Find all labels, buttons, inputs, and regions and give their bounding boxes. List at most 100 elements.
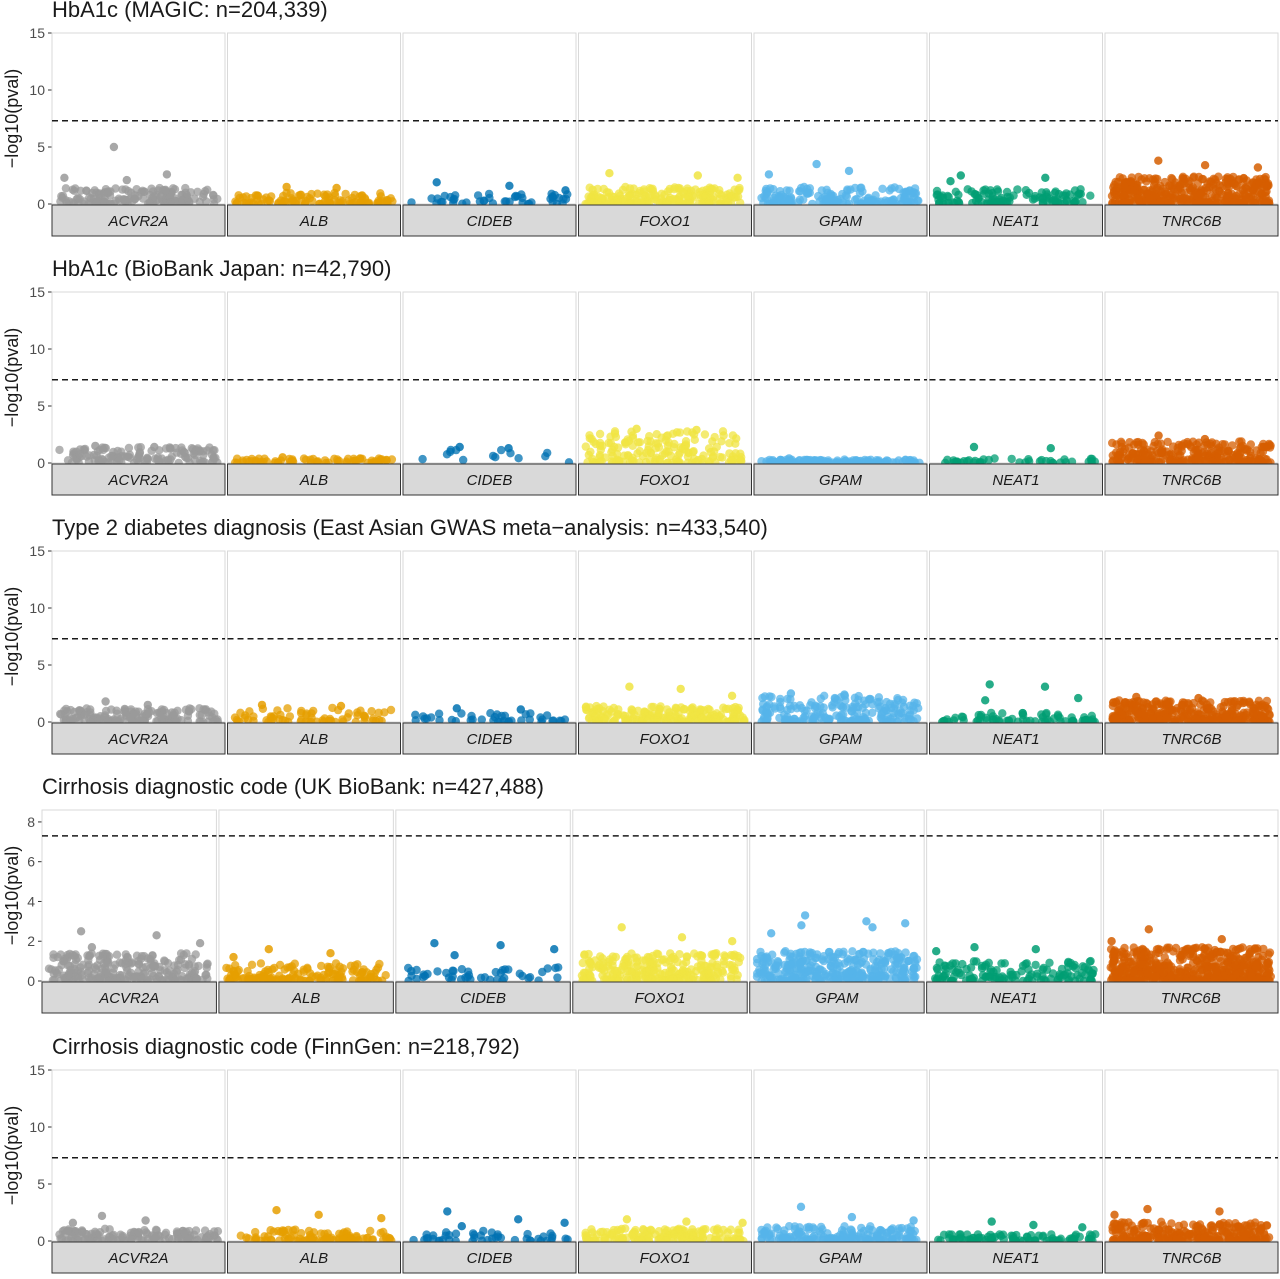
snp-point bbox=[858, 958, 866, 966]
snp-point-top bbox=[1032, 945, 1040, 953]
snp-point bbox=[1201, 959, 1209, 967]
snp-point bbox=[804, 456, 812, 464]
snp-point bbox=[664, 187, 672, 195]
y-axis-label: −log10(pval) bbox=[2, 587, 22, 687]
snp-point bbox=[131, 973, 139, 981]
snp-point bbox=[1176, 181, 1184, 189]
snp-point bbox=[323, 973, 331, 981]
snp-point bbox=[1108, 439, 1116, 447]
snp-point bbox=[1149, 442, 1157, 450]
facet-neat1: NEAT1 bbox=[930, 292, 1103, 495]
snp-point bbox=[387, 706, 395, 714]
snp-point bbox=[257, 959, 265, 967]
snp-point bbox=[502, 197, 510, 205]
snp-point bbox=[689, 447, 697, 455]
snp-point bbox=[869, 949, 877, 957]
snp-point-top bbox=[332, 184, 340, 192]
y-axis-label: −log10(pval) bbox=[2, 69, 22, 169]
y-tick-label: 2 bbox=[27, 933, 35, 949]
snp-point bbox=[286, 712, 294, 720]
snp-point bbox=[433, 967, 441, 975]
snp-point-top bbox=[123, 176, 131, 184]
snp-point bbox=[345, 709, 353, 717]
snp-point bbox=[1119, 963, 1127, 971]
snp-point bbox=[638, 956, 646, 964]
snp-point bbox=[613, 967, 621, 975]
facet-panel bbox=[396, 810, 570, 981]
snp-point bbox=[125, 444, 133, 452]
panel-2: HbA1c (BioBank Japan: n=42,790) −log10(pv… bbox=[2, 256, 1278, 495]
snp-point bbox=[1164, 438, 1172, 446]
snp-point-top bbox=[77, 927, 85, 935]
snp-point bbox=[652, 192, 660, 200]
snp-point bbox=[1120, 192, 1128, 200]
snp-point bbox=[283, 963, 291, 971]
snp-point bbox=[774, 957, 782, 965]
facet-foxo1: FOXO1 bbox=[579, 292, 752, 495]
snp-point bbox=[72, 956, 80, 964]
snp-point bbox=[538, 968, 546, 976]
snp-point-top bbox=[326, 949, 334, 957]
facet-neat1: NEAT1 bbox=[930, 33, 1103, 236]
snp-point bbox=[331, 191, 339, 199]
y-axis-label: −log10(pval) bbox=[2, 328, 22, 428]
snp-point bbox=[621, 715, 629, 723]
snp-point bbox=[599, 962, 607, 970]
snp-point bbox=[1111, 714, 1119, 722]
snp-point bbox=[720, 951, 728, 959]
snp-point bbox=[45, 965, 53, 973]
y-tick-label: 0 bbox=[37, 196, 45, 212]
snp-point bbox=[95, 189, 103, 197]
snp-point bbox=[118, 185, 126, 193]
y-axis-label: −log10(pval) bbox=[2, 846, 22, 946]
snp-point bbox=[997, 959, 1005, 967]
facet-foxo1: FOXO1 bbox=[579, 551, 752, 754]
snp-point bbox=[812, 972, 820, 980]
snp-point bbox=[890, 183, 898, 191]
y-tick-label: 0 bbox=[37, 455, 45, 471]
facet-panel bbox=[754, 292, 927, 463]
facet-alb: ALB bbox=[228, 551, 401, 754]
snp-point bbox=[627, 949, 635, 957]
snp-point bbox=[427, 194, 435, 202]
snp-point bbox=[1087, 970, 1095, 978]
snp-point bbox=[341, 190, 349, 198]
y-axis-label: −log10(pval) bbox=[2, 1106, 22, 1206]
snp-point bbox=[1188, 704, 1196, 712]
snp-point bbox=[192, 974, 200, 982]
snp-point bbox=[866, 965, 874, 973]
panel-title: HbA1c (BioBank Japan: n=42,790) bbox=[52, 256, 391, 281]
snp-point bbox=[799, 195, 807, 203]
snp-point-top bbox=[797, 921, 805, 929]
y-tick-label: 0 bbox=[27, 973, 35, 989]
snp-point bbox=[419, 712, 427, 720]
facet-panel bbox=[579, 551, 752, 722]
snp-point bbox=[806, 950, 814, 958]
snp-point bbox=[1067, 972, 1075, 980]
facet-panel bbox=[754, 33, 927, 204]
snp-point bbox=[986, 973, 994, 981]
snp-point-top bbox=[1154, 431, 1162, 439]
snp-point bbox=[553, 973, 561, 981]
snp-point bbox=[823, 186, 831, 194]
facet-strip-label: FOXO1 bbox=[640, 731, 691, 748]
snp-point bbox=[709, 951, 717, 959]
snp-point bbox=[646, 456, 654, 464]
snp-point bbox=[1127, 177, 1135, 185]
snp-point-top bbox=[278, 453, 286, 461]
snp-point bbox=[1222, 713, 1230, 721]
snp-point-top bbox=[456, 443, 464, 451]
snp-point-top bbox=[88, 943, 96, 951]
snp-point bbox=[1118, 439, 1126, 447]
snp-point bbox=[1240, 963, 1248, 971]
facet-strip-label: NEAT1 bbox=[992, 472, 1039, 489]
snp-point bbox=[640, 185, 648, 193]
snp-point bbox=[1143, 969, 1151, 977]
panel-title: HbA1c (MAGIC: n=204,339) bbox=[52, 0, 328, 22]
panel-5: Cirrhosis diagnostic code (FinnGen: n=21… bbox=[2, 1034, 1278, 1273]
snp-point bbox=[833, 696, 841, 704]
facet-gpam: GPAM bbox=[754, 33, 927, 236]
snp-point bbox=[92, 965, 100, 973]
snp-point bbox=[301, 197, 309, 205]
snp-point bbox=[630, 711, 638, 719]
